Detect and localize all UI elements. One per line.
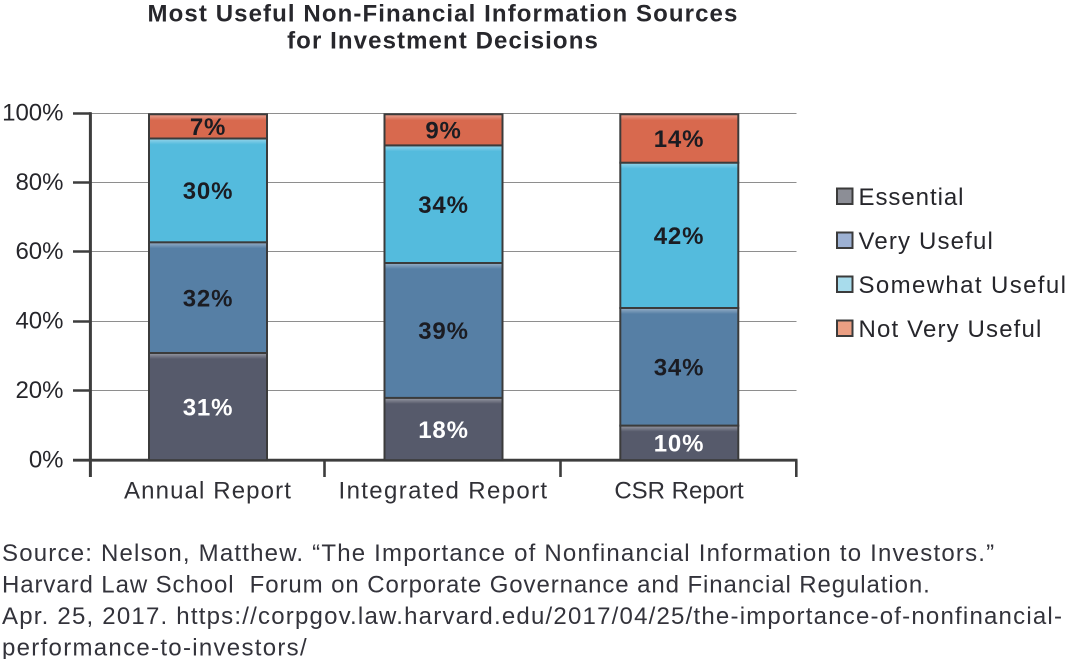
- svg-text:32%: 32%: [183, 285, 233, 312]
- svg-text:100%: 100%: [2, 99, 63, 126]
- svg-text:30%: 30%: [183, 178, 233, 205]
- svg-text:Very Useful: Very Useful: [859, 228, 994, 255]
- svg-text:Source: Nelson, Matthew. “The: Source: Nelson, Matthew. “The Importance…: [2, 540, 995, 567]
- svg-text:80%: 80%: [15, 169, 63, 196]
- svg-text:CSR Report: CSR Report: [614, 478, 744, 505]
- svg-text:31%: 31%: [183, 394, 233, 421]
- svg-text:performance-to-investors/: performance-to-investors/: [2, 635, 308, 660]
- svg-text:0%: 0%: [29, 446, 64, 473]
- svg-text:7%: 7%: [190, 114, 226, 141]
- svg-text:Integrated Report: Integrated Report: [339, 478, 549, 505]
- svg-text:for Investment Decisions: for Investment Decisions: [287, 28, 599, 55]
- svg-text:18%: 18%: [418, 417, 468, 444]
- svg-text:Not Very Useful: Not Very Useful: [859, 316, 1043, 343]
- svg-text:40%: 40%: [15, 308, 63, 335]
- svg-text:Apr. 25, 2017. https://corpgov: Apr. 25, 2017. https://corpgov.law.harva…: [2, 603, 1063, 630]
- svg-text:14%: 14%: [654, 126, 704, 153]
- svg-text:34%: 34%: [654, 355, 704, 382]
- svg-text:Somewhat Useful: Somewhat Useful: [859, 272, 1068, 299]
- svg-text:60%: 60%: [15, 238, 63, 265]
- svg-text:Annual Report: Annual Report: [124, 478, 292, 505]
- svg-text:42%: 42%: [654, 223, 704, 250]
- svg-text:Harvard Law School Forum on C: Harvard Law School Forum on Corporate Go…: [2, 572, 931, 599]
- svg-text:39%: 39%: [418, 318, 468, 345]
- svg-text:Most Useful Non-Financial Info: Most Useful Non-Financial Information So…: [148, 1, 739, 28]
- svg-text:34%: 34%: [418, 192, 468, 219]
- svg-text:9%: 9%: [425, 117, 461, 144]
- svg-text:Essential: Essential: [859, 184, 965, 211]
- svg-text:20%: 20%: [15, 377, 63, 404]
- svg-text:10%: 10%: [654, 431, 704, 458]
